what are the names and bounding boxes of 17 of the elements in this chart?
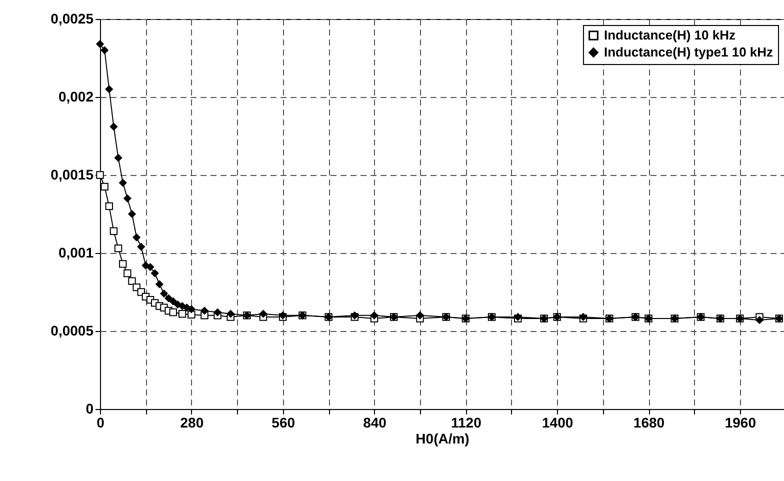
x-tick-label: 840 xyxy=(363,414,387,430)
x-tick-label: 1680 xyxy=(633,414,665,430)
x-tick-label: 1120 xyxy=(450,414,482,430)
legend-label: Inductance(H) 10 kHz xyxy=(604,28,736,42)
x-tick-label: 560 xyxy=(272,414,296,430)
y-tick-label: 0,001 xyxy=(58,244,94,260)
x-tick-label: 0 xyxy=(96,414,105,430)
y-tick-label: 0 xyxy=(86,400,94,416)
x-tick-label: 280 xyxy=(180,414,204,430)
y-tick-label: 0,0025 xyxy=(50,10,94,26)
x-tick-label: 1400 xyxy=(542,414,574,430)
y-tick-label: 0,002 xyxy=(58,88,94,104)
y-tick-label: 0,0015 xyxy=(50,166,94,182)
y-tick-label: 0,0005 xyxy=(50,322,94,338)
x-axis-title: H0(A/m) xyxy=(416,430,470,446)
x-tick-label: 1960 xyxy=(724,414,756,430)
legend-label: Inductance(H) type1 10 kHz xyxy=(604,44,774,60)
